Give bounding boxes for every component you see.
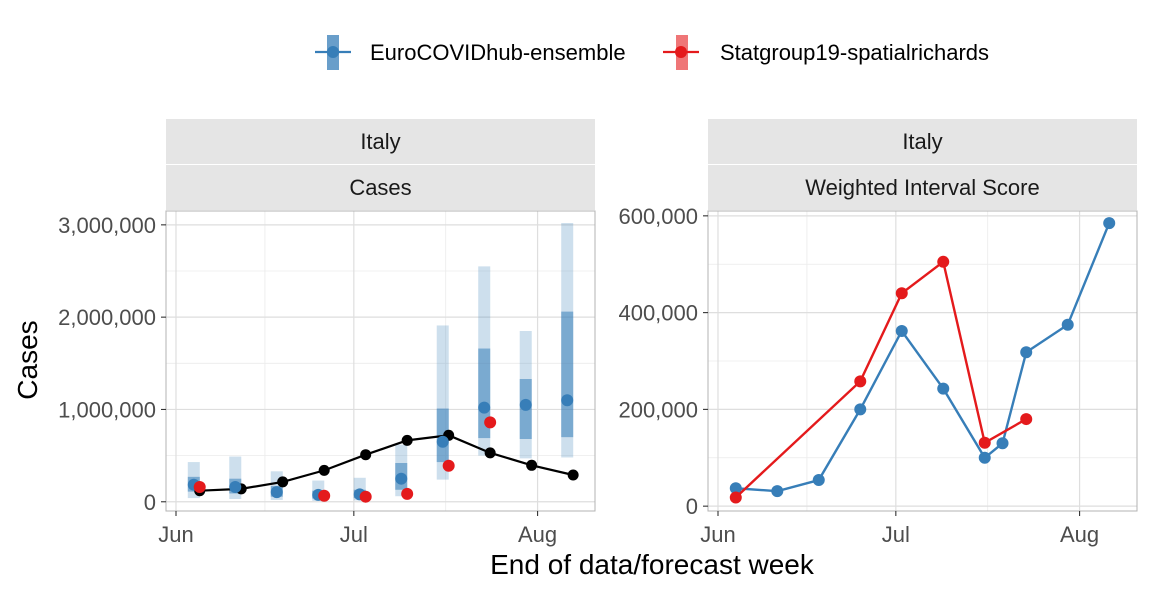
ensemble-median-point bbox=[478, 401, 491, 414]
ensemble-score-line bbox=[735, 222, 1111, 493]
y-axis: 0 200,000 400,000 600,000 bbox=[618, 204, 708, 519]
y-axis-title: Cases bbox=[12, 320, 43, 399]
statgroup-median-point bbox=[484, 416, 497, 429]
strip-top bbox=[166, 119, 595, 164]
strip-top-label: Italy bbox=[902, 129, 942, 154]
observed-point bbox=[567, 469, 579, 481]
ensemble-median-point bbox=[229, 481, 242, 493]
ensemble-median-point bbox=[395, 472, 408, 485]
legend-item-statgroup: Statgroup19-spatialrichards bbox=[663, 35, 989, 70]
observed-point bbox=[484, 447, 496, 459]
ensemble-score-point bbox=[729, 482, 742, 495]
y-tick-label: 2,000,000 bbox=[58, 305, 156, 330]
strip-bottom bbox=[166, 165, 595, 210]
strip-bottom-label: Cases bbox=[349, 175, 411, 200]
statgroup-score-point bbox=[854, 375, 867, 388]
x-tick-label: Jun bbox=[158, 522, 193, 547]
x-axis: Jun Jul Aug bbox=[700, 511, 1099, 547]
legend-label-statgroup: Statgroup19-spatialrichards bbox=[720, 40, 989, 65]
y-tick-label: 400,000 bbox=[618, 301, 698, 326]
ensemble-score-point bbox=[978, 451, 991, 464]
observed-line bbox=[199, 434, 574, 492]
observed-point bbox=[526, 459, 538, 471]
plot-marks bbox=[729, 217, 1116, 504]
ensemble-score-point bbox=[854, 403, 867, 416]
strip-top bbox=[708, 119, 1137, 164]
observed-point bbox=[401, 434, 413, 446]
strip-bottom bbox=[708, 165, 1137, 210]
statgroup-score-point bbox=[1020, 413, 1033, 426]
y-tick-label: 0 bbox=[144, 490, 156, 515]
ensemble-median-point bbox=[561, 394, 574, 407]
statgroup-score-line bbox=[734, 259, 1027, 499]
ensemble-score-point bbox=[895, 325, 908, 337]
observed-point bbox=[360, 449, 372, 461]
legend-label-ensemble: EuroCOVIDhub-ensemble bbox=[370, 40, 626, 65]
statgroup-median-point bbox=[442, 459, 455, 472]
y-tick-label: 0 bbox=[686, 494, 698, 519]
ensemble-score-point bbox=[1061, 318, 1074, 331]
y-axis: 0 1,000,000 2,000,000 3,000,000 bbox=[58, 213, 166, 515]
y-tick-label: 200,000 bbox=[618, 397, 698, 422]
ensemble-median-point bbox=[436, 435, 449, 448]
panel-border bbox=[707, 210, 1138, 512]
ensemble-median-point bbox=[270, 486, 283, 499]
statgroup-median-point bbox=[193, 481, 206, 493]
ensemble-median-point bbox=[519, 398, 532, 411]
statgroup-score-point bbox=[978, 436, 991, 449]
statgroup-median-point bbox=[318, 489, 331, 502]
ensemble-score-point bbox=[996, 437, 1009, 450]
y-tick-label: 600,000 bbox=[618, 204, 698, 229]
x-tick-label: Jul bbox=[882, 522, 910, 547]
y-tick-label: 3,000,000 bbox=[58, 213, 156, 238]
ensemble-score-point bbox=[812, 474, 825, 487]
statgroup-median-point bbox=[401, 487, 414, 500]
x-tick-label: Jul bbox=[340, 522, 368, 547]
panel-border bbox=[165, 210, 596, 512]
x-tick-label: Aug bbox=[1060, 522, 1099, 547]
statgroup-score-point bbox=[937, 255, 950, 268]
statgroup-score-point bbox=[729, 491, 742, 504]
legend-swatch-point bbox=[327, 46, 339, 58]
ensemble-score-point bbox=[1103, 217, 1116, 230]
prediction-interval-50 bbox=[561, 311, 574, 438]
strip-bottom-label: Weighted Interval Score bbox=[805, 175, 1039, 200]
legend-item-ensemble: EuroCOVIDhub-ensemble bbox=[315, 35, 626, 70]
statgroup-score-point bbox=[895, 287, 908, 300]
plot-marks bbox=[187, 223, 579, 503]
prediction-interval-50 bbox=[478, 348, 491, 439]
ensemble-score-point bbox=[1020, 346, 1033, 359]
y-tick-label: 1,000,000 bbox=[58, 397, 156, 422]
legend: EuroCOVIDhub-ensemble Statgroup19-spatia… bbox=[315, 35, 989, 70]
observed-point bbox=[277, 476, 289, 488]
ensemble-score-point bbox=[937, 382, 950, 395]
x-tick-label: Aug bbox=[518, 522, 557, 547]
observed-point bbox=[318, 464, 330, 476]
x-axis-title: End of data/forecast week bbox=[490, 549, 815, 580]
x-axis: Jun Jul Aug bbox=[158, 511, 557, 547]
panel-cases: Italy Cases 0 1,000,000 2,000,000 3,000,000… bbox=[58, 119, 596, 547]
legend-swatch-point bbox=[675, 46, 687, 58]
ensemble-score-point bbox=[771, 485, 784, 498]
statgroup-median-point bbox=[359, 490, 372, 503]
x-tick-label: Jun bbox=[700, 522, 735, 547]
strip-top-label: Italy bbox=[360, 129, 400, 154]
panel-weighted-interval-score: Italy Weighted Interval Score 0 200,000 40… bbox=[618, 119, 1138, 547]
